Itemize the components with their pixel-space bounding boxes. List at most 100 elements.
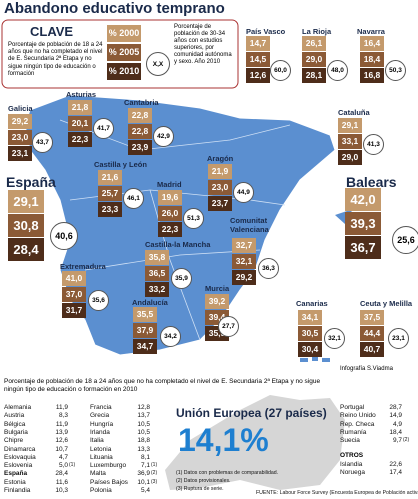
region-value: 16,4 <box>360 36 384 51</box>
country-value: 5,4 <box>140 487 150 494</box>
country-value: 11,9 <box>55 404 68 411</box>
region-value: 14,7 <box>246 36 270 51</box>
country-name: España <box>4 470 28 478</box>
country-name: Finlandia <box>4 487 31 494</box>
region-value: 39,3 <box>345 212 381 235</box>
region-value: 18,4 <box>360 52 384 67</box>
region-value: 32,1 <box>232 254 256 269</box>
country-note: (3) <box>151 478 158 485</box>
country-name: Noruega <box>340 469 365 477</box>
region-value: 35,5 <box>133 307 157 322</box>
country-value: 12,8 <box>137 404 150 411</box>
region-value: 29,1 <box>8 190 44 213</box>
country-value: 5,0 <box>58 462 68 470</box>
region-name: Canarias <box>296 299 328 308</box>
country-value: 4,7 <box>58 453 68 461</box>
country-value: 11,9 <box>55 420 68 428</box>
tertiary-circle: 34,2 <box>160 326 181 347</box>
country-note: (2) <box>151 470 158 477</box>
region-value: 14,5 <box>246 52 270 67</box>
eu-label: Unión Europea (27 países) <box>176 406 327 420</box>
europe-map <box>165 395 345 490</box>
region-value: 40,7 <box>360 342 384 357</box>
tertiary-circle: 23,1 <box>388 328 409 349</box>
credit: Infografía S.Viadma <box>340 366 393 372</box>
country-name: Portugal <box>340 404 365 411</box>
region-value: 33,2 <box>145 282 169 297</box>
country-value: 7,1 <box>140 462 150 470</box>
country-value: 13,7 <box>137 412 150 420</box>
region-value: 35,8 <box>145 250 169 265</box>
country-name: Países Bajos <box>90 478 128 486</box>
country-name: Hungría <box>90 420 114 428</box>
region-value: 23,9 <box>128 140 152 155</box>
region-name: Ceuta y Melilla <box>360 299 413 308</box>
key-year: % 2010 <box>107 63 141 80</box>
country-name: Suecia <box>340 437 360 445</box>
region-name: Murcia <box>205 284 230 293</box>
key-circle: X,X <box>146 52 170 76</box>
region-value: 29,0 <box>338 150 362 165</box>
tertiary-circle: 51,3 <box>183 208 204 229</box>
country-name: Alemania <box>4 404 32 411</box>
footnote: (2) Datos provisionales. <box>176 478 231 484</box>
tertiary-circle: 27,7 <box>218 316 239 337</box>
country-name: Eslovaquia <box>4 453 36 461</box>
region-value: 30,4 <box>298 342 322 357</box>
country-value: 9,7 <box>392 437 402 445</box>
tertiary-circle: 50,3 <box>385 60 406 81</box>
key-year: % 2005 <box>107 44 141 61</box>
country-value: 28,7 <box>389 404 402 411</box>
tertiary-circle: 41,7 <box>93 118 114 139</box>
region-value: 25,7 <box>98 186 122 201</box>
region-value: 20,1 <box>68 116 92 131</box>
region-value: 28,4 <box>8 238 44 261</box>
region-name: La Rioja <box>302 27 332 36</box>
others-label: OTROS <box>340 452 364 459</box>
country-name: Eslovenia <box>4 462 33 470</box>
tertiary-circle: 60,0 <box>270 60 291 81</box>
region-value: 37,9 <box>133 323 157 338</box>
country-name: Francia <box>90 404 112 411</box>
country-name: Lituania <box>90 453 113 461</box>
region-value: 23,7 <box>208 196 232 211</box>
region-value: 34,7 <box>133 339 157 354</box>
region-value: 37,0 <box>62 287 86 302</box>
canary-islands <box>300 356 330 362</box>
country-name: Islandia <box>340 461 363 468</box>
tertiary-circle: 43,7 <box>32 132 53 153</box>
country-name: Chipre <box>4 437 24 445</box>
tertiary-circle: 35,6 <box>88 290 109 311</box>
region-name: Madrid <box>157 180 182 189</box>
region-value: 29,1 <box>338 118 362 133</box>
eu-value: 14,1% <box>178 422 269 458</box>
country-value: 10,1 <box>137 478 150 486</box>
country-note: (1) <box>151 462 158 469</box>
region-value: 12,6 <box>246 68 270 83</box>
region-value: 30,5 <box>298 326 322 341</box>
country-value: 17,4 <box>389 469 402 477</box>
tertiary-circle: 41,3 <box>363 134 384 155</box>
country-value: 12,6 <box>55 437 68 445</box>
region-value: 29,0 <box>302 52 326 67</box>
country-value: 10,5 <box>137 420 150 428</box>
region-value: 28,1 <box>302 68 326 83</box>
region-value: 23,0 <box>8 130 32 145</box>
country-name: Rep. Checa <box>340 420 375 428</box>
key-circle-description: Porcentaje de población de 30-34 años co… <box>174 24 232 65</box>
region-value: 42,0 <box>345 188 381 211</box>
region-name: Balears <box>346 174 397 190</box>
region-value: 31,7 <box>62 303 86 318</box>
region-name: Castilla y León <box>94 160 147 169</box>
tertiary-circle: 40,6 <box>50 222 78 250</box>
region-name: Aragón <box>207 154 234 163</box>
region-value: 21,8 <box>68 100 92 115</box>
region-value: 16,8 <box>360 68 384 83</box>
tertiary-circle: 36,3 <box>258 258 279 279</box>
country-value: 10,7 <box>55 445 68 453</box>
region-value: 36,5 <box>145 266 169 281</box>
country-value: 22,6 <box>389 461 402 468</box>
key-description: Porcentaje de población de 18 a 24 años … <box>8 42 103 77</box>
region-value: 26,0 <box>158 206 182 221</box>
key-year: % 2000 <box>107 25 141 42</box>
